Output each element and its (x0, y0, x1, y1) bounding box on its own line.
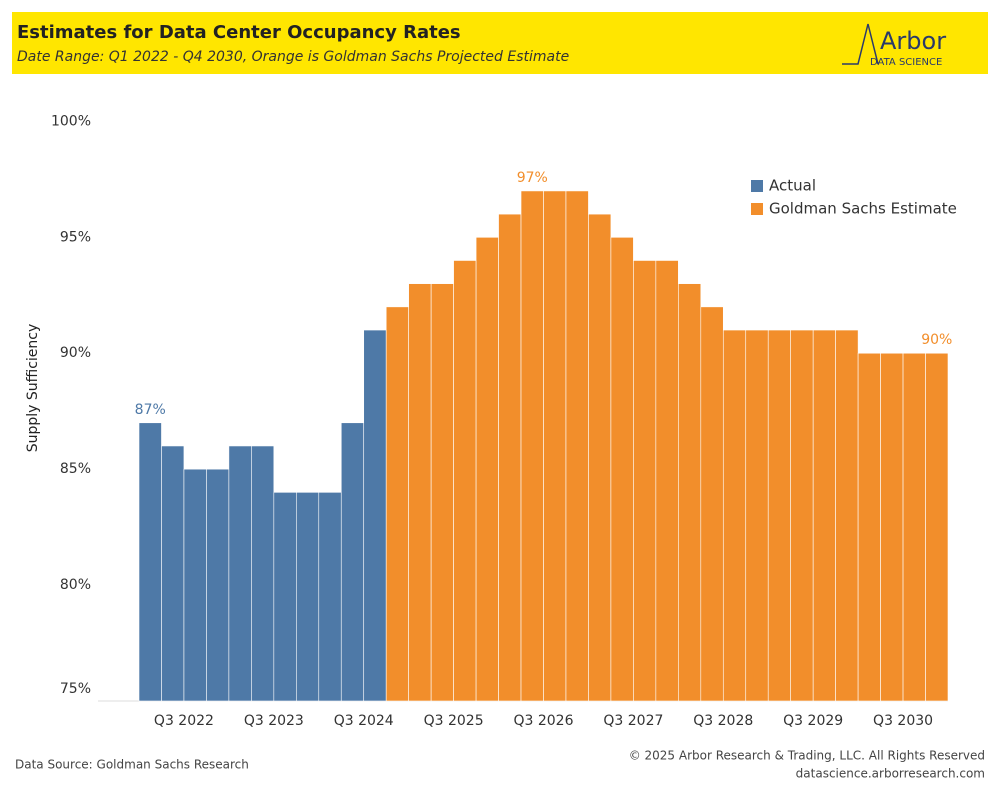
bar (655, 260, 679, 702)
bar (408, 283, 432, 702)
bar (678, 283, 702, 702)
x-tick-label: Q3 2027 (603, 713, 663, 729)
y-tick-label: 100% (51, 113, 91, 129)
logo-name: Arbor (880, 27, 946, 55)
bar (475, 236, 499, 702)
chart-subtitle: Date Range: Q1 2022 - Q4 2030, Orange is… (17, 49, 569, 65)
bar (700, 306, 724, 702)
x-tick-label: Q3 2024 (334, 713, 394, 729)
data-label: 90% (921, 332, 952, 348)
bar (228, 445, 252, 702)
bar (588, 213, 612, 702)
bar (453, 260, 477, 702)
legend-label: Goldman Sachs Estimate (769, 200, 957, 218)
x-tick-label: Q3 2026 (513, 713, 573, 729)
legend-swatch (751, 180, 763, 192)
x-tick-label: Q3 2023 (244, 713, 304, 729)
bar (767, 329, 791, 702)
bar (430, 283, 454, 702)
y-tick-label: 80% (60, 577, 91, 593)
bar (835, 329, 859, 702)
legend-swatch (751, 203, 763, 215)
bar (565, 190, 589, 702)
y-tick-label: 90% (60, 345, 91, 361)
legend-label: Actual (769, 177, 816, 195)
bar (543, 190, 567, 702)
bar (857, 352, 881, 702)
bar (745, 329, 769, 702)
bar (183, 468, 207, 702)
logo-mark (842, 23, 879, 65)
bar (138, 422, 162, 702)
bar (318, 492, 342, 702)
data-label: 97% (517, 170, 548, 186)
x-tick-label: Q3 2029 (783, 713, 843, 729)
bar (902, 352, 926, 702)
bar (925, 352, 949, 702)
source: Data Source: Goldman Sachs Research (15, 758, 249, 772)
bar (790, 329, 814, 702)
bar (340, 422, 365, 702)
bar (812, 329, 836, 702)
bar (722, 329, 747, 702)
header-band (12, 12, 988, 74)
y-tick-label: 95% (60, 229, 91, 245)
x-tick-label: Q3 2025 (424, 713, 484, 729)
x-tick-label: Q3 2022 (154, 713, 214, 729)
bar (880, 352, 904, 702)
bar (206, 468, 230, 702)
y-tick-label: 75% (60, 681, 91, 697)
bar (251, 445, 275, 702)
chart-title: Estimates for Data Center Occupancy Rate… (17, 22, 461, 43)
bar (296, 492, 320, 702)
bar (273, 492, 297, 702)
y-axis-title: Supply Sufficiency (25, 324, 41, 453)
bar (363, 329, 387, 702)
logo-tagline: DATA SCIENCE (870, 57, 942, 68)
bar (633, 260, 657, 702)
bar (385, 306, 409, 702)
bar (610, 236, 634, 702)
x-tick-label: Q3 2030 (873, 713, 933, 729)
data-label: 87% (135, 402, 166, 418)
copyright: © 2025 Arbor Research & Trading, LLC. Al… (629, 749, 985, 763)
y-tick-label: 85% (60, 461, 91, 477)
bar (520, 190, 544, 702)
bar (498, 213, 522, 702)
x-tick-label: Q3 2028 (693, 713, 753, 729)
website: datascience.arborresearch.com (796, 767, 985, 781)
bar (161, 445, 185, 702)
